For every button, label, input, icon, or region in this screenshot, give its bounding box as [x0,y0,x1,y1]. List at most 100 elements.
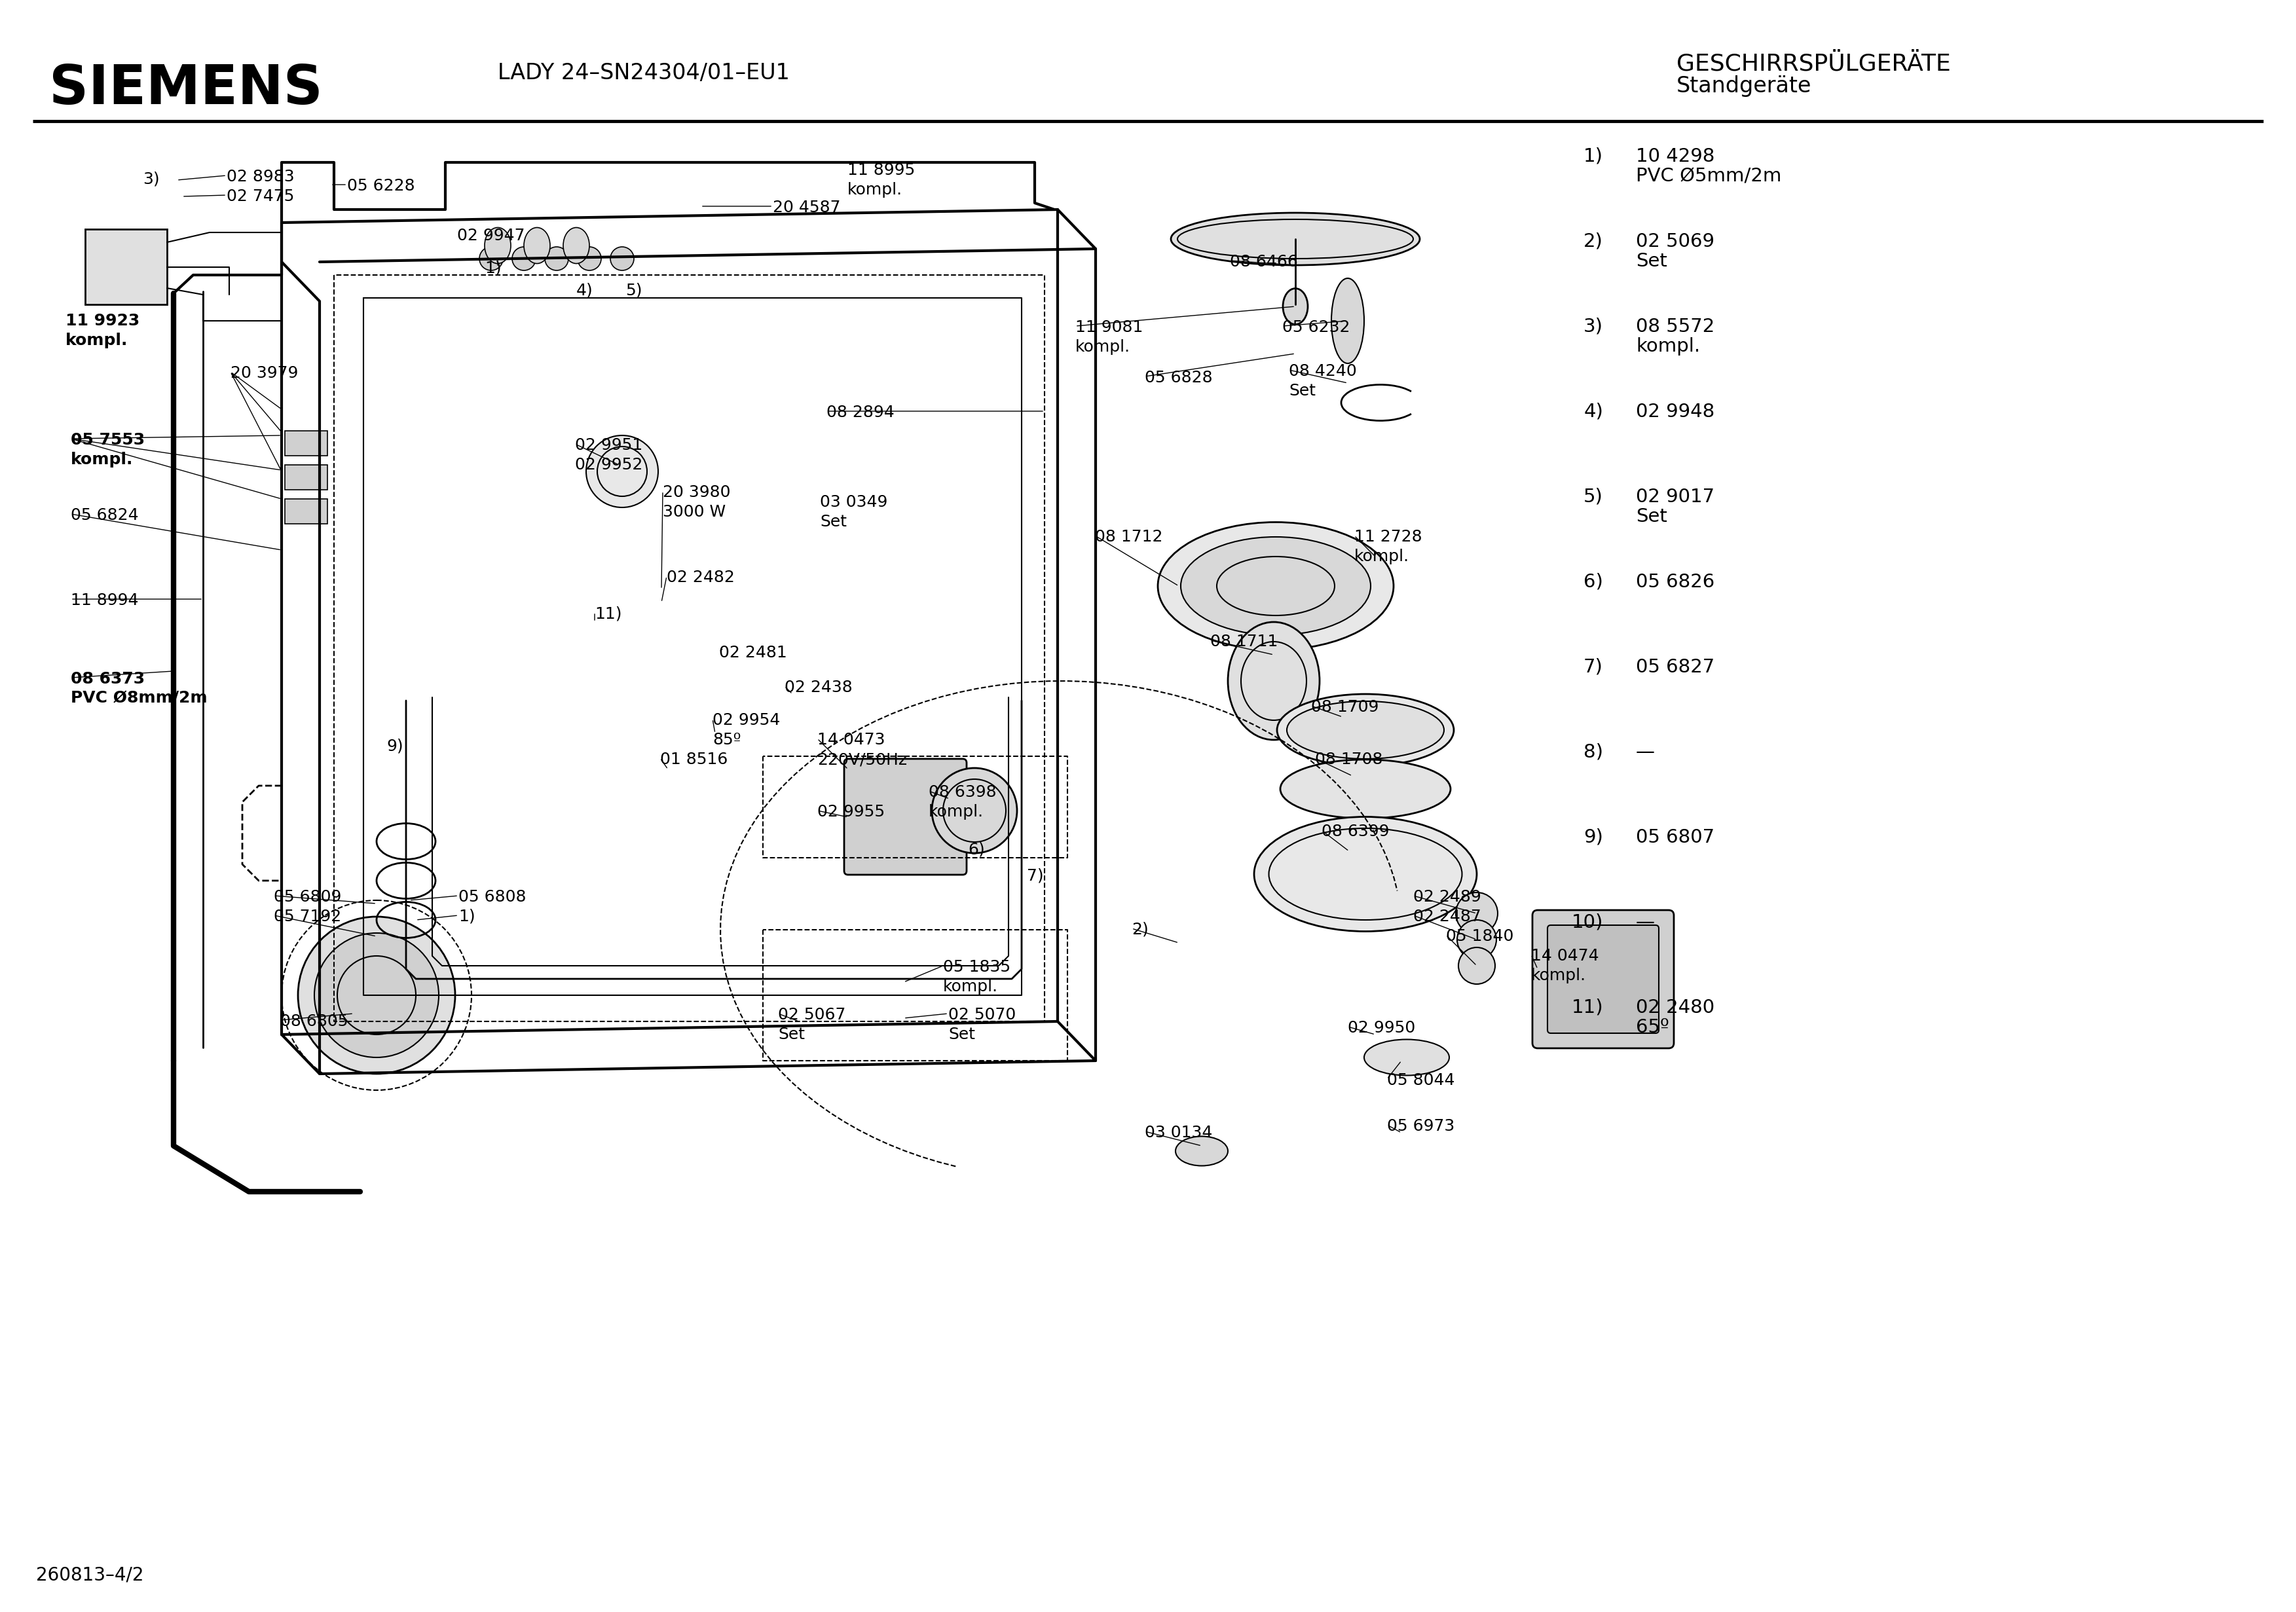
Text: 05 1840: 05 1840 [1446,929,1513,945]
Text: 05 6807: 05 6807 [1635,829,1715,846]
Text: 1): 1) [1584,147,1603,166]
Text: 02 2481: 02 2481 [719,645,788,661]
Text: kompl.: kompl. [1635,337,1699,356]
Text: 8): 8) [1584,743,1603,761]
Ellipse shape [1332,279,1364,363]
Text: 08 6805: 08 6805 [280,1014,349,1030]
Text: Set: Set [948,1027,976,1043]
Circle shape [1458,920,1497,959]
Text: kompl.: kompl. [1075,339,1130,355]
Text: 02 2487: 02 2487 [1414,909,1481,925]
Ellipse shape [1254,817,1476,932]
Ellipse shape [563,227,590,263]
Ellipse shape [1286,701,1444,759]
Ellipse shape [1283,289,1309,324]
Text: 08 1709: 08 1709 [1311,700,1380,716]
Text: 10): 10) [1570,914,1603,932]
Text: Standgeräte: Standgeräte [1676,76,1812,97]
Text: 5): 5) [1584,488,1603,506]
Text: 260813–4/2: 260813–4/2 [37,1567,145,1585]
Text: kompl.: kompl. [67,332,129,348]
Text: 05 6826: 05 6826 [1635,572,1715,592]
Text: 08 6398: 08 6398 [928,785,996,800]
Text: 02 9017: 02 9017 [1635,488,1715,506]
Text: LADY 24–SN24304/01–EU1: LADY 24–SN24304/01–EU1 [498,63,790,84]
Ellipse shape [523,227,551,263]
Text: 05 6827: 05 6827 [1635,658,1715,677]
Text: 02 7475: 02 7475 [227,189,294,205]
Text: 02 9950: 02 9950 [1348,1020,1414,1037]
Text: 65º: 65º [1635,1019,1669,1037]
Text: 7): 7) [1026,867,1045,883]
Text: 1): 1) [459,909,475,925]
Text: 05 6824: 05 6824 [71,508,138,524]
Text: 3): 3) [142,171,158,187]
Text: 05 6228: 05 6228 [347,177,416,193]
Text: 4): 4) [1584,403,1603,421]
Ellipse shape [1277,695,1453,766]
Text: 02 5070: 02 5070 [948,1008,1015,1022]
Text: kompl.: kompl. [1355,548,1410,564]
Text: 02 9955: 02 9955 [817,804,884,821]
Text: 11 8995: 11 8995 [847,163,916,177]
Text: 02 2480: 02 2480 [1635,998,1715,1017]
Circle shape [585,435,659,508]
Text: Set: Set [1288,384,1316,398]
Text: kompl.: kompl. [847,182,902,198]
Circle shape [1458,948,1495,983]
Text: PVC Ø8mm/2m: PVC Ø8mm/2m [71,692,207,706]
Text: 02 5069: 02 5069 [1635,232,1715,251]
Ellipse shape [1171,213,1419,266]
Text: 11 8994: 11 8994 [71,593,138,608]
Text: 7): 7) [1584,658,1603,677]
FancyBboxPatch shape [85,229,168,305]
Text: 10 4298: 10 4298 [1635,147,1715,166]
Ellipse shape [1157,522,1394,650]
Text: 5): 5) [625,282,643,298]
Text: 02 9954: 02 9954 [712,713,781,729]
Text: 11): 11) [595,606,622,621]
Circle shape [611,247,634,271]
Text: —: — [1635,914,1655,932]
Ellipse shape [1228,622,1320,740]
FancyBboxPatch shape [1548,925,1658,1033]
Circle shape [579,247,602,271]
Text: kompl.: kompl. [71,451,133,467]
Text: 11 2728: 11 2728 [1355,529,1421,545]
Circle shape [480,247,503,271]
Text: 05 7192: 05 7192 [273,909,342,925]
Text: 6): 6) [1584,572,1603,592]
Circle shape [1456,893,1497,935]
Text: 08 6466: 08 6466 [1231,255,1297,269]
Text: 02 5067: 02 5067 [778,1008,845,1022]
Text: 08 5572: 08 5572 [1635,318,1715,335]
Ellipse shape [1176,1136,1228,1165]
Text: kompl.: kompl. [944,978,999,995]
Ellipse shape [1364,1040,1449,1075]
Text: 05 6828: 05 6828 [1146,369,1212,385]
Text: —: — [1635,743,1655,761]
Text: 11 9923: 11 9923 [67,313,140,329]
Text: 20 4587: 20 4587 [774,200,840,216]
Text: 02 9947: 02 9947 [457,227,526,243]
Text: 05 8044: 05 8044 [1387,1072,1456,1088]
Ellipse shape [1180,537,1371,635]
Ellipse shape [484,227,510,263]
Text: Set: Set [778,1027,806,1043]
Text: 05 6808: 05 6808 [459,890,526,904]
Text: 220V/50Hz: 220V/50Hz [817,751,907,767]
FancyBboxPatch shape [285,464,328,490]
Text: 02 9951: 02 9951 [574,437,643,453]
Circle shape [315,933,439,1057]
FancyBboxPatch shape [845,759,967,875]
Text: 03 0134: 03 0134 [1146,1125,1212,1141]
Text: GESCHIRRSPÜLGERÄTE: GESCHIRRSPÜLGERÄTE [1676,52,1952,74]
Text: 11 9081: 11 9081 [1075,319,1143,335]
Text: 08 1711: 08 1711 [1210,634,1279,650]
Text: SIEMENS: SIEMENS [48,63,324,114]
Circle shape [544,247,569,271]
Text: 20 3979: 20 3979 [230,366,298,380]
Text: Set: Set [1635,251,1667,271]
Text: 20 3980: 20 3980 [664,485,730,500]
FancyBboxPatch shape [285,500,328,524]
